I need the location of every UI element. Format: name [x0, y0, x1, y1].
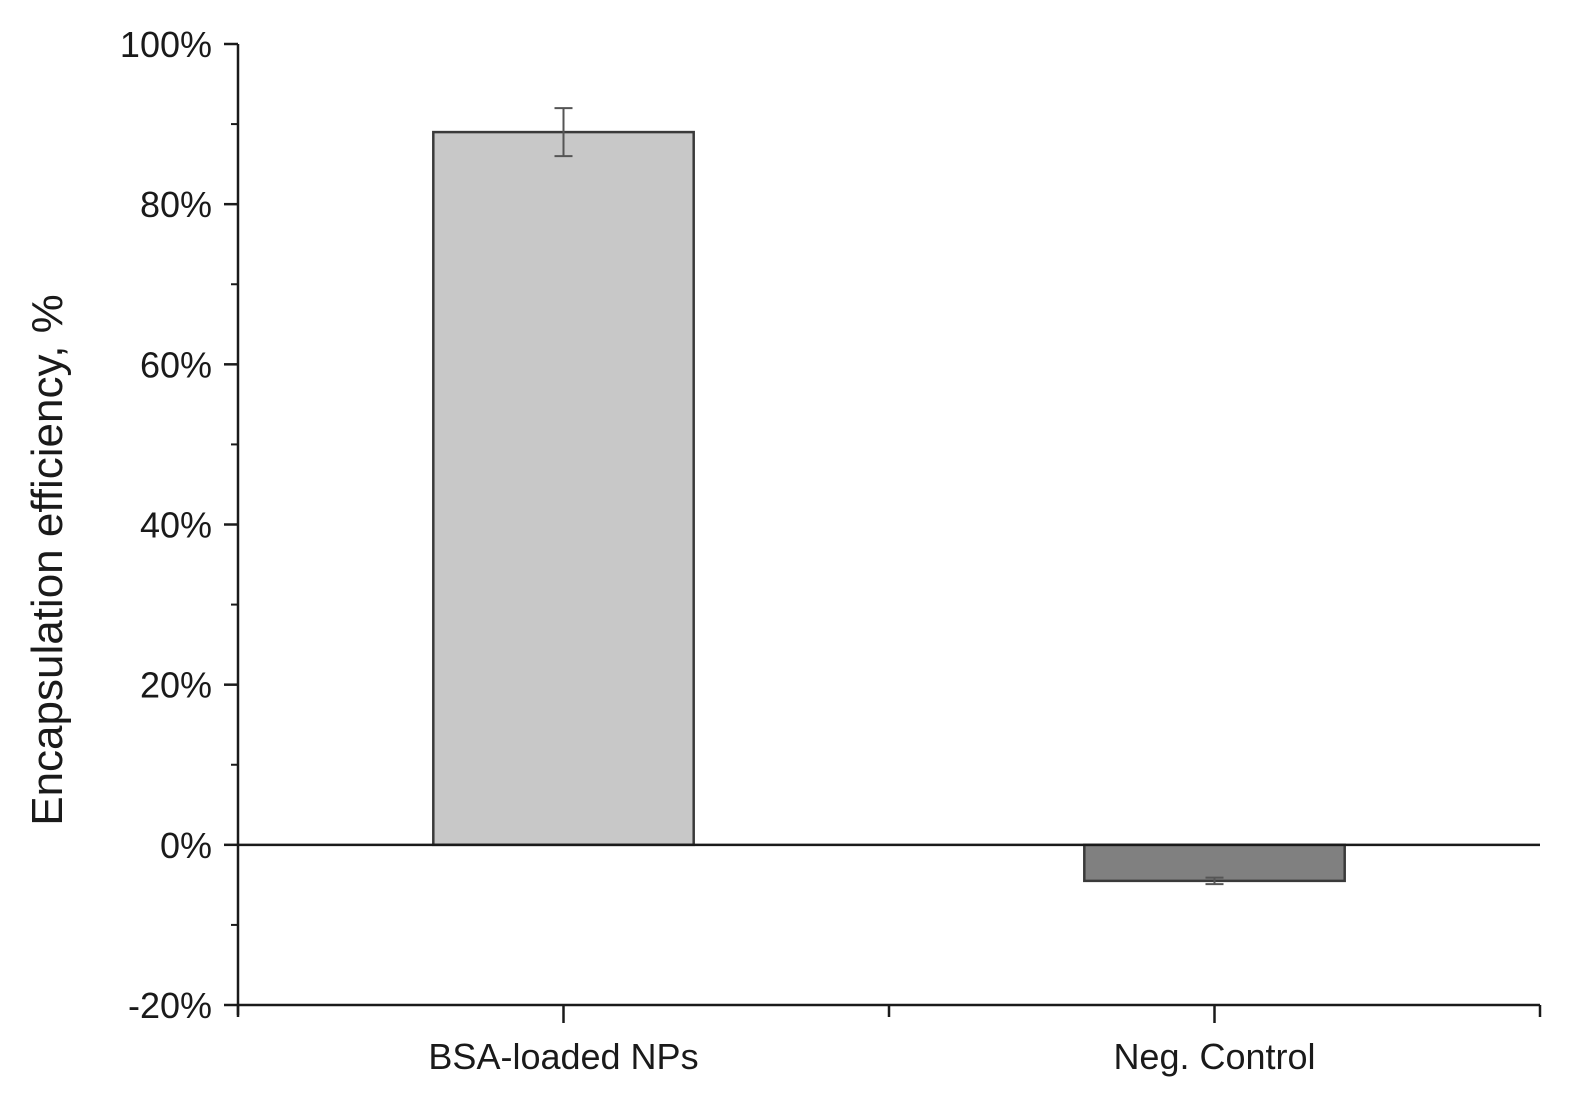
bar: [1083, 843, 1346, 883]
bar: [432, 130, 695, 847]
y-tick-label: -20%: [128, 985, 212, 1026]
x-tick-label: BSA-loaded NPs: [428, 1036, 698, 1077]
y-axis: -20% 0% 20% 40% 60% 80% 100%: [120, 24, 240, 1026]
y-tick-label: 40%: [140, 505, 212, 546]
y-tick-label: 60%: [140, 344, 212, 385]
y-tick-label: 0%: [160, 825, 212, 866]
y-tick-label: 20%: [140, 665, 212, 706]
x-tick-label: Neg. Control: [1113, 1036, 1315, 1077]
y-tick-label: 80%: [140, 184, 212, 225]
x-axis: BSA-loaded NPs Neg. Control: [236, 1003, 1542, 1077]
y-tick-label: 100%: [120, 24, 212, 65]
y-axis-title: Encapsulation efficiency, %: [23, 294, 72, 826]
bars: [432, 107, 1346, 886]
